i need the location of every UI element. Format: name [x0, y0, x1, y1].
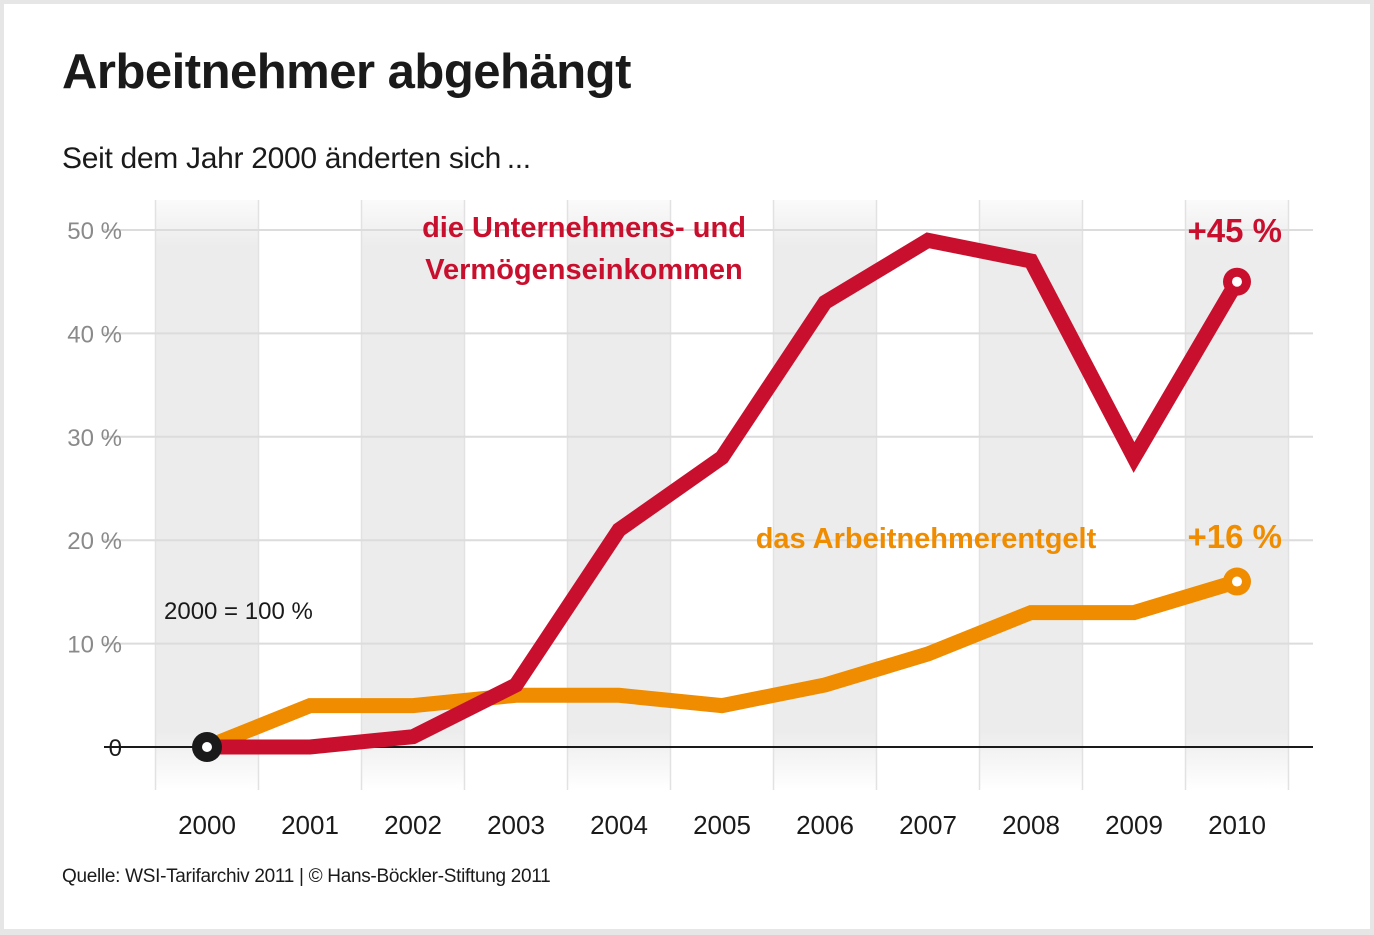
income-series-label: Vermögenseinkommen	[425, 254, 743, 286]
x-axis: 2000 2001 2002 2003 2004 2005 2006 2007 2008 2009…	[178, 810, 1266, 840]
y-tick-label: 20 %	[67, 528, 122, 555]
x-tick-label: 2005	[693, 810, 751, 840]
y-tick-label: 10 %	[67, 632, 122, 659]
y-axis: 0 10 % 20 % 30 % 40 % 50 %	[67, 218, 122, 762]
series-labels: die Unternehmens- und Vermögenseinkommen d…	[422, 212, 1282, 555]
x-tick-label: 2003	[487, 810, 545, 840]
y-tick-label: 40 %	[67, 321, 122, 348]
y-tick-label: 30 %	[67, 425, 122, 452]
wage-series-label: das Arbeitnehmerentgelt	[756, 523, 1097, 555]
column-band	[979, 200, 1083, 790]
wage-end-value: +16 %	[1188, 518, 1283, 555]
column-band	[361, 200, 465, 790]
source-note: Quelle: WSI-Tarifarchiv 2011 | © Hans-Bö…	[62, 866, 551, 887]
base-year-note: 2000 = 100 %	[164, 598, 313, 625]
x-tick-label: 2004	[590, 810, 648, 840]
chart-subtitle: Seit dem Jahr 2000 änderten sich ...	[62, 142, 531, 175]
horizontal-gridlines	[104, 229, 1313, 645]
column-band	[155, 200, 259, 790]
x-tick-label: 2007	[899, 810, 957, 840]
column-band	[1185, 200, 1289, 790]
x-tick-label: 2000	[178, 810, 236, 840]
x-tick-label: 2006	[796, 810, 854, 840]
x-tick-label: 2008	[1002, 810, 1060, 840]
column-bands	[155, 200, 1289, 790]
y-tick-label: 0	[109, 735, 122, 762]
start-marker-hole	[202, 742, 212, 752]
chart-title: Arbeitnehmer abgehängt	[62, 45, 631, 99]
wage-series-end-marker-hole	[1232, 576, 1242, 587]
x-tick-label: 2009	[1105, 810, 1163, 840]
series-lines	[192, 232, 1251, 762]
x-tick-label: 2002	[384, 810, 442, 840]
income-series-label: die Unternehmens- und	[422, 212, 746, 244]
y-tick-label: 50 %	[67, 218, 122, 245]
x-tick-label: 2010	[1208, 810, 1266, 840]
income-end-value: +45 %	[1188, 212, 1283, 249]
x-tick-label: 2001	[281, 810, 339, 840]
income-series-end-marker-hole	[1232, 276, 1242, 287]
